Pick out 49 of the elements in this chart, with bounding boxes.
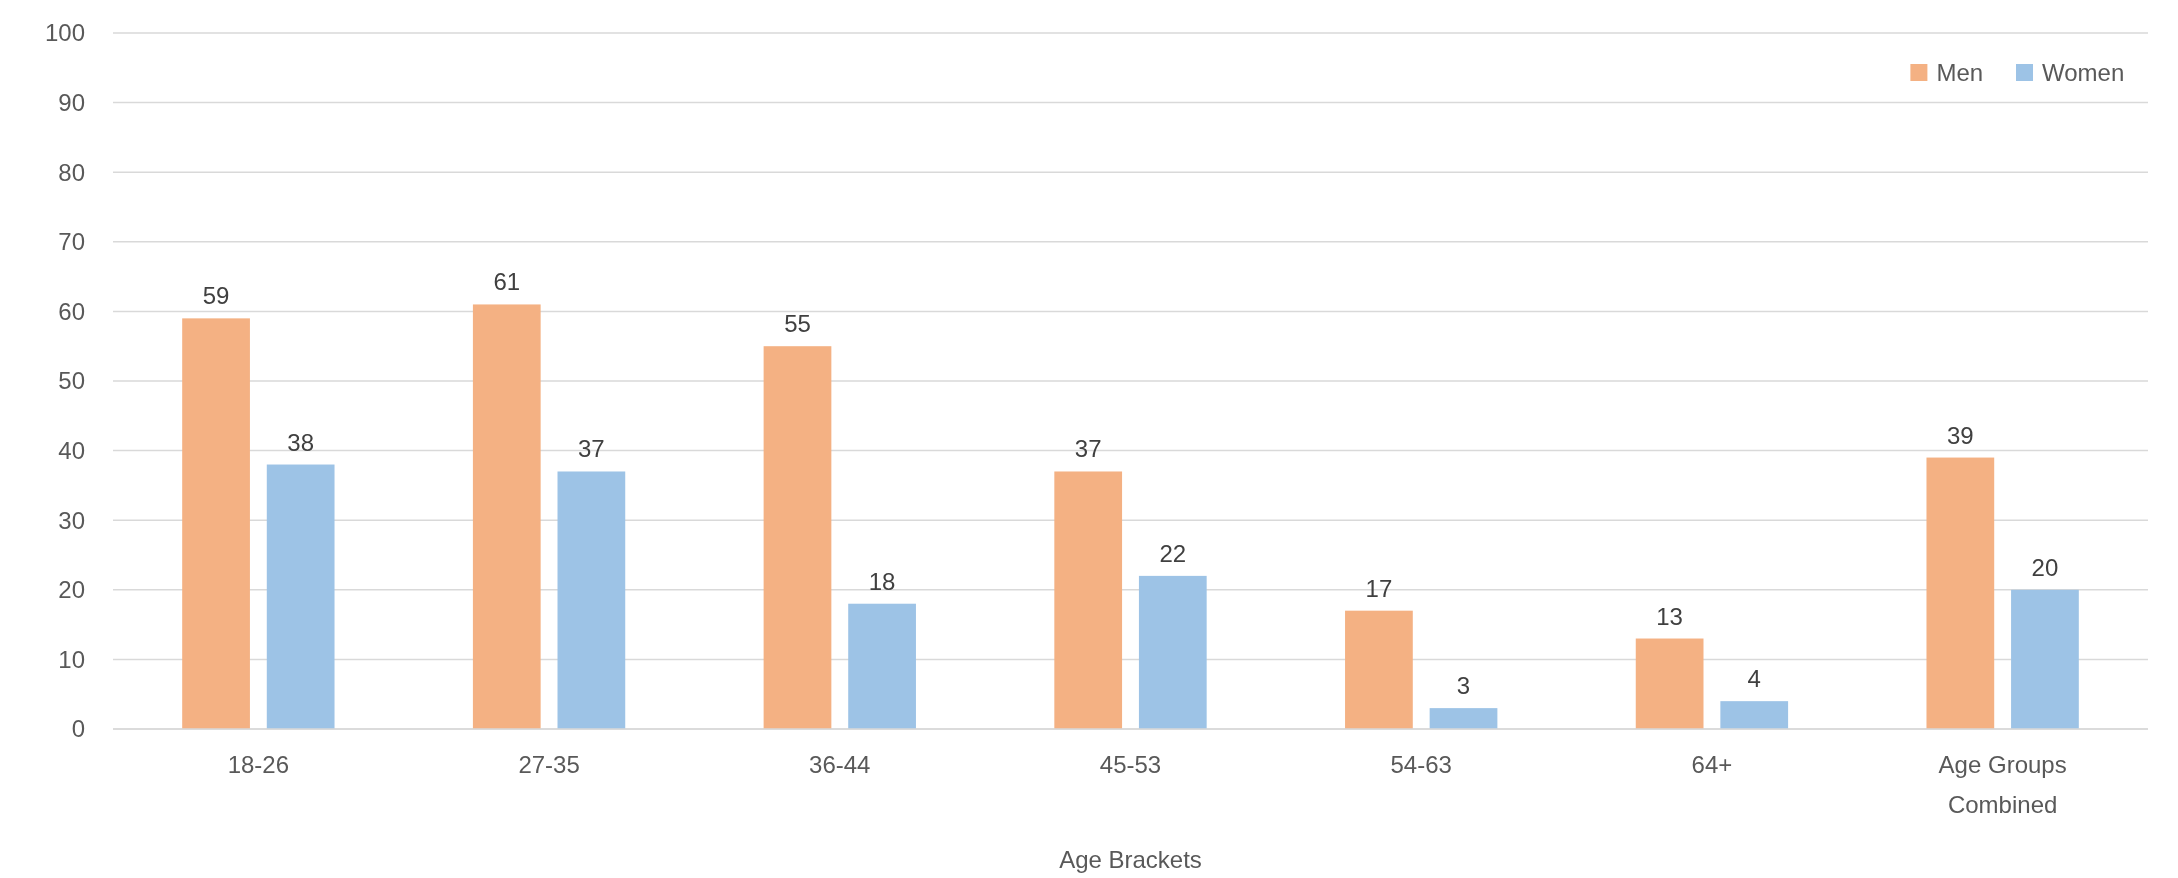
bar	[472, 304, 541, 729]
x-tick-label: 64+	[1691, 751, 1733, 778]
x-axis-title: Age Brackets	[1059, 846, 1202, 873]
bar	[1720, 701, 1789, 729]
data-label: 39	[1946, 421, 1974, 449]
data-label: 59	[202, 282, 230, 310]
data-label: 37	[1074, 435, 1102, 463]
y-tick-label: 0	[71, 715, 85, 743]
x-tick-label: 27-35	[518, 751, 580, 778]
data-label: 4	[1747, 665, 1761, 693]
y-tick-label: 70	[58, 228, 85, 256]
data-label: 55	[784, 310, 811, 338]
y-tick-label: 80	[58, 158, 85, 186]
data-label: 61	[493, 268, 521, 296]
y-tick-label: 40	[58, 437, 85, 464]
bar	[2011, 589, 2079, 729]
bar	[1635, 638, 1704, 729]
x-tick-label: 54-63	[1390, 751, 1452, 778]
data-label: 22	[1159, 539, 1187, 567]
legend-label: Women	[2042, 59, 2125, 86]
y-tick-label: 10	[58, 645, 85, 673]
y-tick-label: 20	[58, 576, 85, 604]
y-tick-label: 60	[58, 297, 85, 325]
y-tick-label: 90	[58, 89, 85, 116]
bar	[1429, 708, 1498, 729]
x-tick-label: 18-26	[227, 751, 290, 778]
bar	[266, 464, 335, 729]
bar	[1926, 457, 1995, 729]
data-label: 20	[2031, 553, 2059, 581]
data-label: 37	[578, 435, 605, 463]
legend-label: Men	[1936, 59, 1984, 86]
bar	[182, 318, 250, 729]
data-label: 3	[1456, 672, 1471, 700]
bar	[763, 346, 832, 729]
x-tick-label: 45-53	[1099, 751, 1162, 778]
y-tick-label: 50	[58, 367, 85, 395]
data-label: 17	[1365, 574, 1393, 602]
data-label: 18	[868, 567, 896, 595]
x-tick-label: 36-44	[809, 751, 871, 778]
data-label: 38	[287, 428, 315, 456]
x-tick-label: Age Groups Combined	[1938, 751, 2067, 818]
bar	[848, 603, 916, 729]
bar	[1054, 471, 1123, 729]
bar	[1345, 610, 1413, 729]
y-tick-label: 100	[44, 19, 85, 47]
bar	[1138, 575, 1207, 729]
y-tick-label: 30	[58, 506, 85, 534]
bar	[557, 471, 626, 729]
data-label: 13	[1656, 602, 1683, 630]
